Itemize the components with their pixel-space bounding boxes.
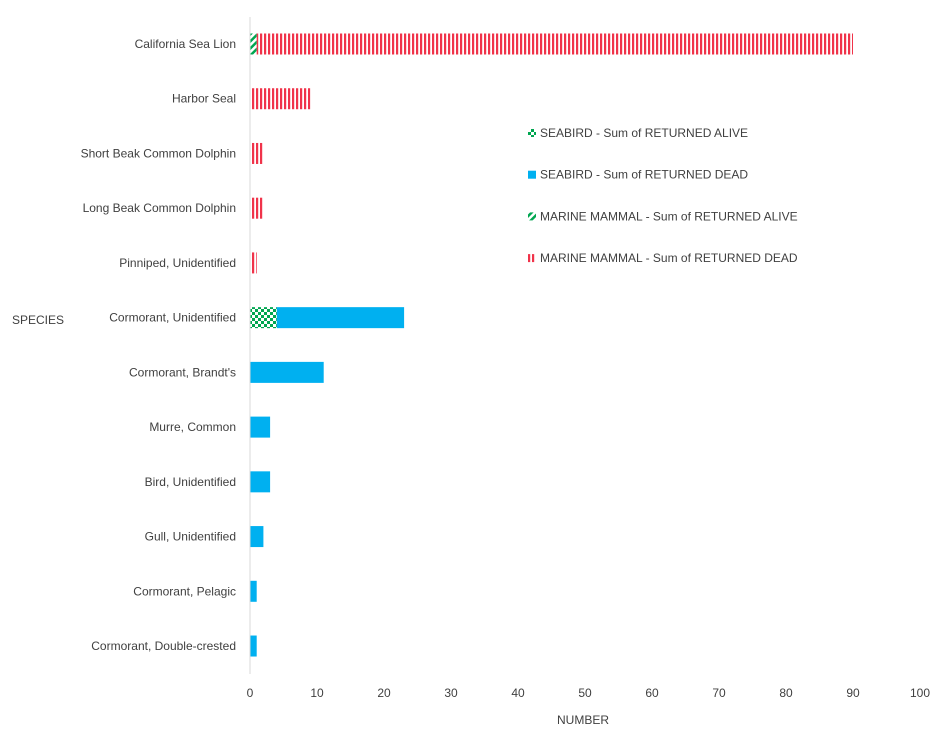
bar-1-series-3 [250, 88, 311, 110]
bar-5-series-0 [250, 307, 277, 329]
y-tick-label: Bird, Unidentified [145, 475, 236, 489]
bar-9-series-1 [250, 526, 264, 548]
x-tick-label: 90 [846, 686, 860, 700]
y-tick-label: Cormorant, Pelagic [133, 584, 236, 598]
y-tick-label: Cormorant, Brandt's [129, 365, 236, 379]
x-tick-label: 60 [645, 686, 659, 700]
y-tick-label: Cormorant, Double-crested [91, 639, 236, 653]
y-tick-labels: California Sea Lion Harbor Seal Short Beak… [81, 37, 236, 653]
y-axis-title: SPECIES [12, 313, 64, 327]
x-tick-label: 0 [247, 686, 254, 700]
x-tick-label: 100 [910, 686, 930, 700]
bar-10-series-1 [250, 580, 257, 602]
y-tick-label: Harbor Seal [172, 92, 236, 106]
bar-6-series-1 [250, 361, 324, 383]
bar-8-series-1 [250, 471, 271, 493]
legend-label: SEABIRD - Sum of RETURNED DEAD [540, 168, 748, 182]
bar-group [250, 33, 853, 657]
y-tick-label: Short Beak Common Dolphin [81, 146, 236, 160]
bar-11-series-1 [250, 635, 257, 657]
bar-0-series-2 [250, 33, 257, 55]
legend-swatch [528, 254, 536, 263]
legend-swatch [528, 129, 536, 137]
legend-swatch [528, 170, 536, 179]
y-tick-label: Pinniped, Unidentified [119, 256, 236, 270]
legend-label: MARINE MAMMAL - Sum of RETURNED ALIVE [540, 209, 798, 223]
bar-3-series-3 [250, 197, 264, 219]
y-tick-label: Murre, Common [149, 420, 236, 434]
x-tick-label: 80 [779, 686, 793, 700]
x-tick-label: 10 [310, 686, 324, 700]
bar-4-series-3 [250, 252, 257, 274]
x-tick-label: 50 [578, 686, 592, 700]
legend-label: SEABIRD - Sum of RETURNED ALIVE [540, 126, 748, 140]
bar-2-series-3 [250, 142, 264, 164]
x-tick-label: 70 [712, 686, 726, 700]
y-tick-label: California Sea Lion [135, 37, 236, 51]
bar-0-series-3 [256, 33, 853, 55]
bar-7-series-1 [250, 416, 271, 438]
x-axis-title: NUMBER [557, 713, 609, 727]
y-tick-label: Long Beak Common Dolphin [83, 201, 236, 215]
y-tick-label: Gull, Unidentified [145, 530, 236, 544]
legend-label: MARINE MAMMAL - Sum of RETURNED DEAD [540, 251, 798, 265]
x-tick-label: 40 [511, 686, 525, 700]
x-tick-labels: 0 10 20 30 40 50 60 70 80 90 100 [247, 686, 931, 700]
x-tick-label: 20 [377, 686, 391, 700]
bar-5-series-1 [276, 307, 405, 329]
legend-swatch [528, 212, 536, 221]
legend: SEABIRD - Sum of RETURNED ALIVE SEABIRD -… [528, 126, 798, 265]
x-tick-label: 30 [444, 686, 458, 700]
y-tick-label: Cormorant, Unidentified [109, 311, 236, 325]
